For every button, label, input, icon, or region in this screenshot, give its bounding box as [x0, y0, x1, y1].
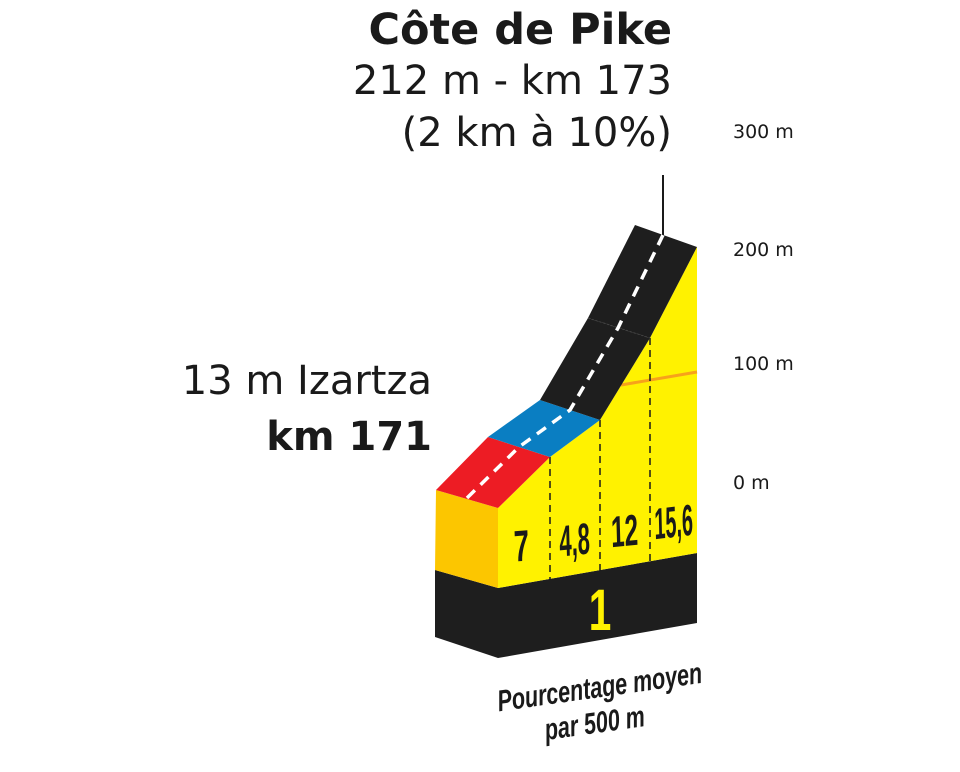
segment-percent-1: 7 [513, 521, 530, 571]
road-centerline [465, 234, 665, 500]
road-segment-3 [540, 318, 650, 420]
start-info: 13 m Izartza [182, 358, 432, 404]
summit-info: 212 m - km 173 [353, 58, 672, 104]
base-side [435, 570, 498, 658]
segment-percent-2: 4,8 [559, 516, 591, 567]
profile-face [498, 247, 697, 588]
road-segment-1 [436, 437, 550, 508]
segment-percent-4: 15,6 [654, 496, 694, 549]
start-km: km 171 [266, 414, 432, 460]
climb-name: Côte de Pike [368, 5, 672, 55]
axis-label-100: 100 m [733, 353, 794, 375]
axis-label-0: 0 m [733, 472, 770, 494]
gradient-info: (2 km à 10%) [402, 110, 672, 156]
altitude-line-100 [620, 370, 698, 387]
axis-label-200: 200 m [733, 239, 794, 261]
road-segment-4 [588, 225, 697, 338]
axis-label-300: 300 m [733, 121, 794, 143]
segment-percent-3: 12 [610, 505, 638, 557]
climb-category: 1 [589, 578, 612, 643]
side-face [435, 490, 498, 588]
